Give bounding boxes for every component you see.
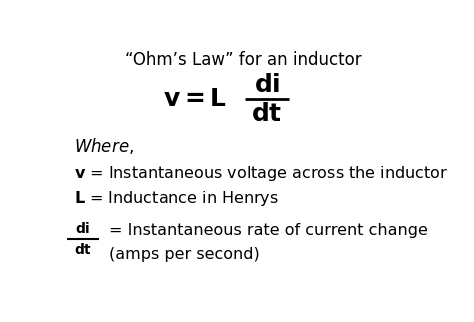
- Text: $\mathbf{di}$: $\mathbf{di}$: [75, 221, 91, 236]
- Text: $\mathbf{v = L}$: $\mathbf{v = L}$: [163, 87, 227, 111]
- Text: $\mathbf{L}$ = Inductance in Henrys: $\mathbf{L}$ = Inductance in Henrys: [74, 189, 279, 208]
- Text: $\mathbf{v}$ = Instantaneous voltage across the inductor: $\mathbf{v}$ = Instantaneous voltage acr…: [74, 164, 448, 183]
- Text: (amps per second): (amps per second): [109, 247, 260, 262]
- Text: $\mathbf{dt}$: $\mathbf{dt}$: [251, 102, 283, 126]
- Text: = Instantaneous rate of current change: = Instantaneous rate of current change: [109, 223, 428, 238]
- Text: $\mathbf{dt}$: $\mathbf{dt}$: [74, 242, 92, 257]
- Text: “Ohm’s Law” for an inductor: “Ohm’s Law” for an inductor: [125, 51, 361, 69]
- Text: $\it{Where,}$: $\it{Where,}$: [74, 137, 134, 156]
- Text: $\mathbf{di}$: $\mathbf{di}$: [254, 72, 280, 97]
